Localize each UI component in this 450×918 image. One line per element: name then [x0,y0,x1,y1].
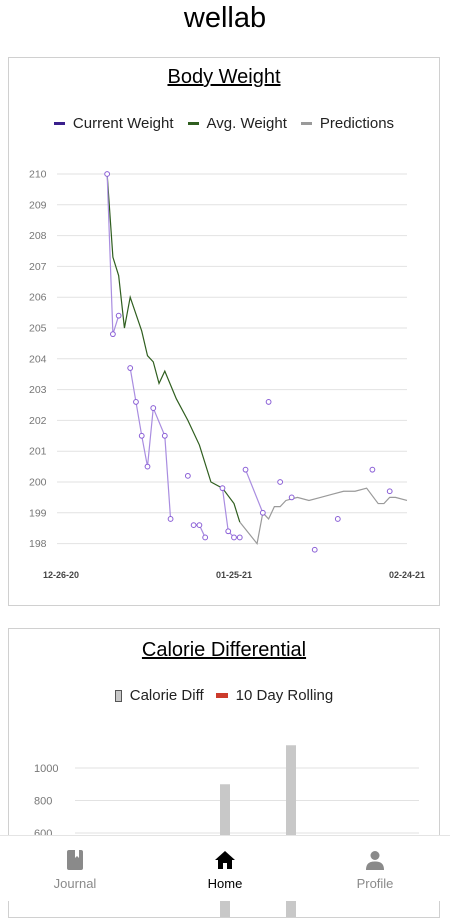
legend-item-predictions[interactable]: Predictions [300,115,395,132]
avg-weight-swatch [187,122,199,125]
legend-item-calorie-diff[interactable]: Calorie Diff [114,687,204,704]
legend-label-calorie-diff: Calorie Diff [129,687,204,704]
y-tick-207: 207 [29,261,47,273]
current-weight-point-7 [150,405,157,411]
current-weight-point-4 [133,399,139,405]
current-weight-point-11 [190,522,197,529]
legend-label-10-day-rolling: 10 Day Rolling [235,687,334,704]
app-title: wellab [183,2,267,34]
current-weight-point-12 [196,522,203,529]
tab-journal[interactable]: Journal [0,836,150,901]
y-tick-208: 208 [29,230,47,242]
current-weight-point-3 [127,365,134,371]
y-tick-202: 202 [29,415,47,427]
current-weight-segment-4 [244,469,264,514]
current-weight-point-8 [161,432,168,439]
current-weight-point-0 [104,171,111,177]
current-weight-swatch [53,122,65,125]
y-tick-205: 205 [29,323,47,335]
body-weight-title: Body Weight [167,66,281,88]
tab-label-home: Home [207,876,243,891]
y-tick-209: 209 [29,199,47,211]
tab-label-journal: Journal [53,876,97,891]
y-tick-200: 200 [29,477,47,489]
predictions-swatch [300,122,312,125]
y-tick-206: 206 [29,292,47,304]
y-tick-203: 203 [29,384,47,396]
current-weight-point-25 [369,466,376,473]
calorie-y-tick-1000: 1000 [34,763,58,775]
x-tick-02-24-21: 02-24-21 [389,570,425,580]
rolling-swatch [215,693,228,698]
body-weight-legend: Current Weight Avg. Weight Predictions [9,115,439,132]
current-weight-point-21 [277,479,284,485]
current-weight-point-23 [311,546,318,553]
calorie-y-tick-800: 800 [34,796,52,808]
x-tick-12-26-20: 12-26-20 [43,570,79,580]
current-weight-point-22 [288,494,295,501]
legend-item-10-day-rolling[interactable]: 10 Day Rolling [215,687,334,704]
calorie-diff-swatch [114,689,122,702]
current-weight-point-2 [115,312,122,319]
profile-icon [366,851,384,870]
current-weight-point-20 [265,399,272,405]
current-weight-point-18 [242,466,249,473]
tab-label-profile: Profile [356,876,394,891]
calorie-legend: Calorie Diff 10 Day Rolling [9,687,439,704]
current-weight-point-16 [231,534,237,541]
y-tick-201: 201 [29,446,47,458]
tab-home[interactable]: Home [150,836,300,901]
x-tick-01-25-21: 01-25-21 [216,570,252,580]
body-weight-card: Body Weight Current Weight Avg. Weight P… [8,57,440,606]
home-icon [215,851,235,869]
y-tick-210: 210 [29,169,47,181]
current-weight-point-26 [386,488,393,495]
legend-item-avg-weight[interactable]: Avg. Weight [187,115,287,132]
tab-bar: Journal Home Profile [0,835,450,901]
current-weight-segment-1 [129,367,172,520]
current-weight-point-1 [110,331,116,338]
body-weight-chart: 198 199 200 201 202 203 204 205 206 207 208 209 210 1… [29,169,425,581]
current-weight-point-14 [219,485,226,492]
current-weight-point-15 [225,528,232,535]
predictions-line [239,487,408,545]
current-weight-point-10 [184,472,191,479]
current-weight-point-19 [259,509,266,516]
current-weight-point-6 [144,463,151,470]
calorie-differential-title: Calorie Differential [141,639,307,661]
legend-label-predictions: Predictions [319,115,395,132]
avg-weight-line [106,173,241,523]
current-weight-point-17 [236,534,243,541]
legend-label-avg-weight: Avg. Weight [206,115,287,132]
current-weight-point-13 [202,534,209,541]
journal-icon [67,850,83,870]
legend-item-current-weight[interactable]: Current Weight [53,115,174,132]
calorie-diff-bar-1 [286,745,296,917]
current-weight-point-5 [138,432,145,439]
current-weight-point-24 [334,516,341,522]
current-weight-point-9 [167,516,174,522]
y-tick-199: 199 [29,507,47,519]
tab-profile[interactable]: Profile [300,836,450,901]
y-tick-204: 204 [29,353,47,365]
y-tick-198: 198 [29,538,47,550]
legend-label-current-weight: Current Weight [72,115,174,132]
